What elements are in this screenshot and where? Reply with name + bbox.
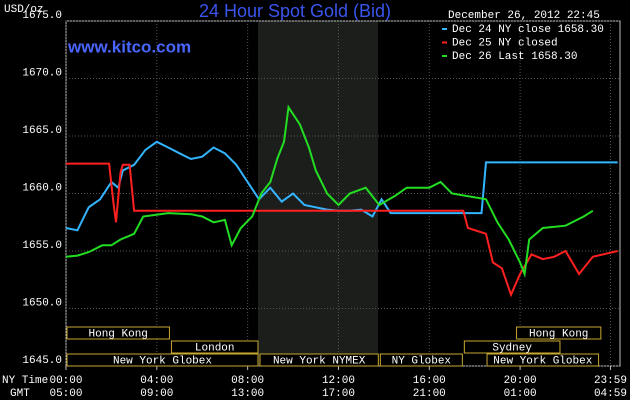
session-label: Hong Kong: [89, 328, 148, 340]
session-box: [259, 353, 379, 367]
gmt-tick-label: 01:00: [504, 388, 537, 400]
gmt-tick-label: 13:00: [231, 388, 264, 400]
y-tick-label: 1655.0: [22, 240, 62, 252]
series-line: [66, 162, 618, 298]
x-row-label: GMT: [10, 388, 30, 400]
x-tick-label: 00:00: [49, 375, 82, 387]
session-box: [170, 340, 259, 354]
legend-label: Dec 24 NY close 1658.30: [452, 24, 604, 36]
gmt-tick-label: 09:00: [140, 388, 173, 400]
y-tick-label: 1660.0: [22, 182, 62, 194]
y-tick-label: 1675.0: [22, 10, 62, 22]
y-tick-label: 1670.0: [22, 67, 62, 79]
session-label: New York Globex: [493, 355, 592, 367]
chart-title: 24 Hour Spot Gold (Bid): [199, 1, 391, 21]
gmt-tick-label: 17:00: [322, 388, 355, 400]
gmt-tick-label: 04:59: [594, 388, 627, 400]
x-row-label: NY Time: [2, 375, 48, 387]
session-box: [66, 353, 259, 367]
legend-label: Dec 25 NY closed: [452, 37, 558, 49]
legend-box: [440, 5, 622, 63]
session-box: [66, 326, 170, 340]
legend-label: Dec 26 Last 1658.30: [452, 51, 577, 63]
session-box: [379, 353, 463, 367]
y-tick-label: 1645.0: [22, 355, 62, 367]
x-tick-label: 16:00: [413, 375, 446, 387]
session-box: [516, 326, 602, 340]
session-label: New York Globex: [113, 355, 212, 367]
timestamp: December 26, 2012 22:45: [448, 10, 600, 22]
x-tick-label: 12:00: [322, 375, 355, 387]
y-tick-label: 1650.0: [22, 297, 62, 309]
session-label: NY Globex: [392, 355, 452, 367]
y-axis-label: USD/oz: [4, 4, 44, 16]
x-tick-label: 04:00: [140, 375, 173, 387]
y-tick-label: 1665.0: [22, 125, 62, 137]
series-line: [65, 104, 594, 278]
session-label: New York NYMEX: [273, 355, 366, 367]
session-box: [463, 340, 561, 354]
gmt-tick-label: 21:00: [413, 388, 446, 400]
x-tick-label: 20:00: [504, 375, 537, 387]
x-tick-label: 23:59: [594, 375, 627, 387]
session-label: Sydney: [492, 342, 532, 354]
session-label: London: [195, 342, 235, 354]
session-box: [486, 353, 600, 367]
session-label: Hong Kong: [529, 328, 588, 340]
watermark: www.kitco.com: [67, 37, 191, 56]
x-tick-label: 08:00: [231, 375, 264, 387]
gmt-tick-label: 05:00: [49, 388, 82, 400]
